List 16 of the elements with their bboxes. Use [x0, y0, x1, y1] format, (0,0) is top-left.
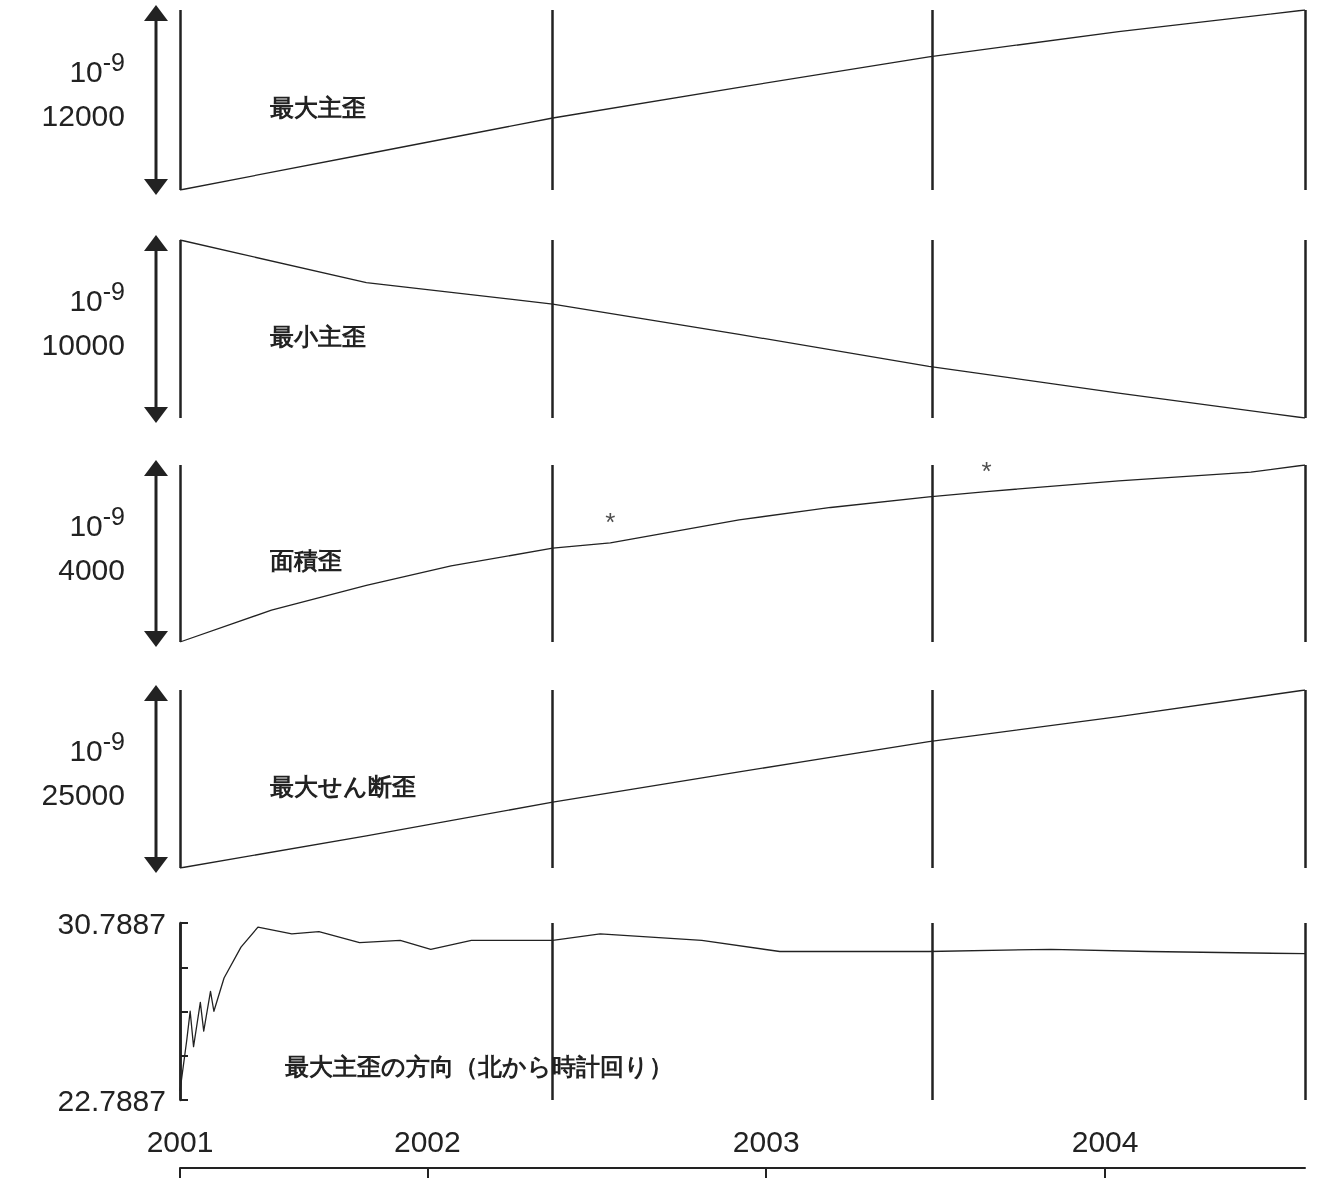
annotation: * — [981, 455, 992, 486]
y-tick-label: 30.7887 — [57, 906, 166, 940]
x-tick-label: 2002 — [393, 1124, 461, 1158]
x-tick-label: 2004 — [1071, 1124, 1139, 1158]
text: 最小主歪 — [269, 322, 366, 350]
text: 最大主歪 — [269, 93, 366, 121]
y-tick-label: 22.7887 — [57, 1083, 166, 1117]
annotation: * — [605, 506, 616, 537]
x-tick-label: 2003 — [732, 1124, 800, 1158]
y-axis-title: 10$^{-9}$ 12000 — [40, 47, 125, 134]
text: 最大せん断歪 — [269, 772, 416, 800]
text: 面積歪 — [269, 547, 342, 575]
y-axis-title: 10$^{-9}$ 25000 — [40, 726, 125, 813]
y-axis-title: 10$^{-9}$ 4000 — [57, 500, 125, 588]
y-axis-title: 10$^{-9}$ 10000 — [40, 276, 125, 363]
x-tick-label: 2001 — [146, 1124, 214, 1158]
